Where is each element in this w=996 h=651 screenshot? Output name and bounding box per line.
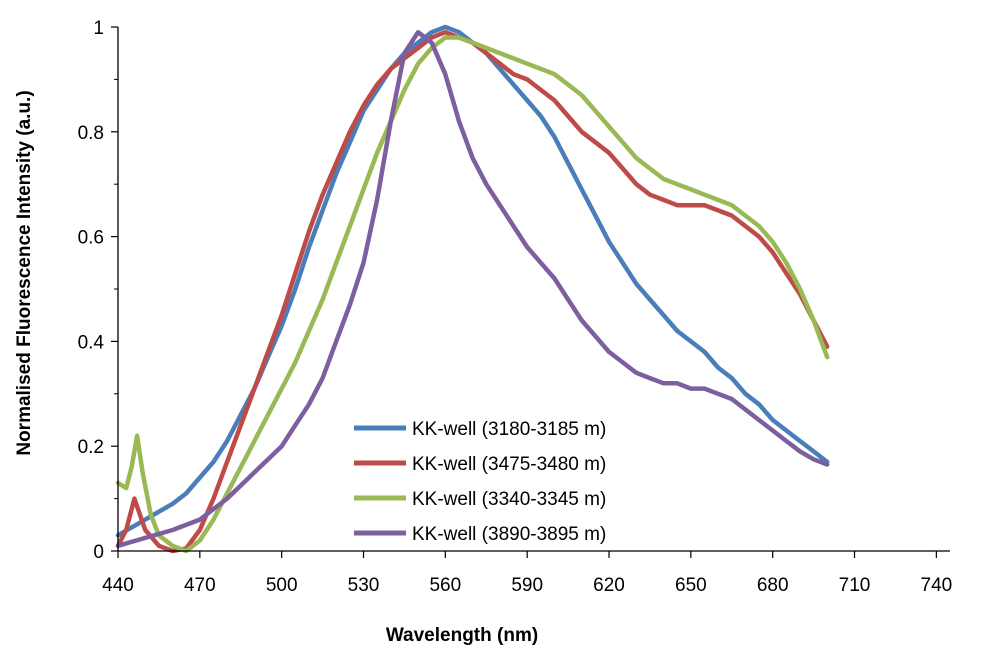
legend-label-4: KK-well (3890-3895 m) xyxy=(412,524,606,545)
legend-label-1: KK-well (3180-3185 m) xyxy=(412,419,606,440)
y-tick-label: 0 xyxy=(93,542,104,563)
y-tick-label: 0.2 xyxy=(78,437,104,458)
y-tick-label: 0.8 xyxy=(78,123,104,144)
series-line-4 xyxy=(115,29,830,549)
y-tick-label: 0.6 xyxy=(78,228,104,249)
x-axis-title: Wavelength (nm) xyxy=(386,625,538,646)
x-axis-ticks: 440 470 500 530 560 590 620 650 680 710 740 xyxy=(102,551,952,596)
legend-label-2: KK-well (3475-3480 m) xyxy=(412,454,606,475)
x-tick-label: 620 xyxy=(593,575,625,596)
x-tick-label: 440 xyxy=(102,575,134,596)
series-layer xyxy=(115,24,830,554)
x-tick-label: 740 xyxy=(921,575,953,596)
y-axis-title: Normalised Fluorescence Intensity (a.u.) xyxy=(14,90,35,455)
x-tick-label: 560 xyxy=(429,575,461,596)
x-tick-label: 710 xyxy=(839,575,871,596)
x-tick-label: 590 xyxy=(511,575,543,596)
series-line-3 xyxy=(115,35,830,554)
x-tick-label: 680 xyxy=(757,575,789,596)
x-tick-label: 650 xyxy=(675,575,707,596)
y-tick-label: 1 xyxy=(93,18,104,39)
legend-label-3: KK-well (3340-3345 m) xyxy=(412,489,606,510)
legend: KK-well (3180-3185 m) KK-well (3475-3480 … xyxy=(354,419,606,545)
y-axis-ticks: 0 0.2 0.4 0.6 0.8 1 xyxy=(78,18,118,563)
x-tick-label: 500 xyxy=(266,575,298,596)
y-tick-label: 0.4 xyxy=(78,332,105,353)
x-tick-label: 530 xyxy=(348,575,380,596)
x-tick-label: 470 xyxy=(184,575,216,596)
